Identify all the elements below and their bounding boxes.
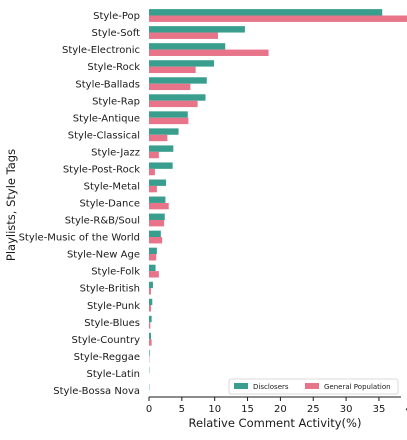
- category-label: Style-Reggae: [74, 352, 140, 363]
- bar-general-population: [149, 288, 151, 294]
- bar-general-population: [149, 135, 167, 141]
- bar-general-population: [149, 203, 169, 209]
- bar-disclosers: [149, 145, 173, 151]
- bar-general-population: [149, 84, 190, 90]
- bar-disclosers: [149, 350, 150, 356]
- x-tick-label: 35: [373, 404, 386, 415]
- bar-disclosers: [149, 265, 156, 271]
- category-label: Style-Antique: [73, 113, 140, 124]
- bars-layer: [149, 9, 407, 390]
- legend-label-general-population: General Population: [324, 383, 391, 391]
- category-label: Style-Soft: [92, 28, 141, 39]
- bar-general-population: [149, 16, 407, 22]
- category-label: Style-New Age: [67, 250, 140, 261]
- bar-general-population: [149, 118, 188, 124]
- bar-general-population: [149, 186, 157, 192]
- bar-disclosers: [149, 231, 161, 237]
- category-label: Style-Pop: [93, 11, 140, 22]
- x-tick-label: 25: [307, 404, 320, 415]
- bar-disclosers: [149, 197, 165, 203]
- x-ticks: 051015202530354045: [146, 397, 407, 415]
- category-label: Style-Blues: [84, 318, 140, 329]
- category-label: Style-Dance: [79, 199, 140, 210]
- bar-general-population: [149, 305, 151, 311]
- category-label: Style-Punk: [87, 301, 140, 312]
- legend-label-disclosers: Disclosers: [253, 383, 289, 391]
- bar-disclosers: [149, 162, 173, 168]
- bar-disclosers: [149, 111, 188, 117]
- category-label: Style-R&B/Soul: [65, 216, 140, 227]
- x-tick-label: 20: [274, 404, 287, 415]
- bar-general-population: [149, 237, 162, 243]
- legend-swatch-general-population: [305, 383, 319, 389]
- bar-disclosers: [149, 9, 382, 15]
- category-label: Style-Jazz: [91, 147, 140, 158]
- bar-disclosers: [149, 299, 152, 305]
- bar-disclosers: [149, 214, 165, 220]
- x-tick-label: 5: [179, 404, 185, 415]
- bar-disclosers: [149, 180, 166, 186]
- legend-swatch-disclosers: [234, 383, 248, 389]
- bar-disclosers: [149, 333, 151, 339]
- category-labels: Style-Pop Style-Soft Style-Electronic Style…: [19, 11, 141, 397]
- category-label: Style-Electronic: [62, 45, 140, 56]
- bar-general-population: [149, 50, 269, 56]
- bar-general-population: [149, 33, 218, 39]
- bar-general-population: [149, 169, 155, 175]
- bar-disclosers: [149, 94, 206, 100]
- bar-general-population: [149, 101, 198, 107]
- category-label: Style-Folk: [91, 267, 140, 278]
- bar-disclosers: [149, 77, 207, 83]
- bar-general-population: [149, 271, 159, 277]
- bar-disclosers: [149, 282, 153, 288]
- category-label: Style-Ballads: [75, 79, 140, 90]
- category-label: Style-Rap: [92, 96, 140, 107]
- x-tick-label: 15: [241, 404, 254, 415]
- bar-disclosers: [149, 128, 179, 134]
- x-tick-label: 0: [146, 404, 152, 415]
- bar-general-population: [149, 254, 156, 260]
- category-label: Style-Classical: [68, 130, 140, 141]
- legend: Disclosers General Population: [229, 379, 398, 394]
- category-label: Style-Post-Rock: [63, 164, 140, 175]
- bar-disclosers: [149, 316, 152, 322]
- bar-general-population: [149, 67, 196, 73]
- x-axis-title: Relative Comment Activity(%): [189, 416, 362, 430]
- y-axis-title: Playlists, Style Tags: [4, 149, 18, 261]
- category-label: Style-Latin: [87, 369, 140, 380]
- category-label: Style-Metal: [84, 182, 140, 193]
- category-label: Style-Rock: [87, 62, 140, 73]
- bar-general-population: [149, 322, 150, 328]
- category-label: Style-Country: [72, 335, 141, 346]
- category-label: Style-British: [80, 284, 140, 295]
- bar-disclosers: [149, 60, 214, 66]
- x-tick-label: 10: [208, 404, 221, 415]
- x-tick-label: 30: [340, 404, 353, 415]
- bar-disclosers: [149, 43, 225, 49]
- bar-disclosers: [149, 248, 157, 254]
- category-label: Style-Bossa Nova: [53, 386, 140, 397]
- bar-disclosers: [149, 26, 245, 32]
- bar-general-population: [149, 339, 152, 345]
- bar-general-population: [149, 152, 159, 158]
- bar-general-population: [149, 220, 164, 226]
- category-label: Style-Music of the World: [19, 233, 140, 244]
